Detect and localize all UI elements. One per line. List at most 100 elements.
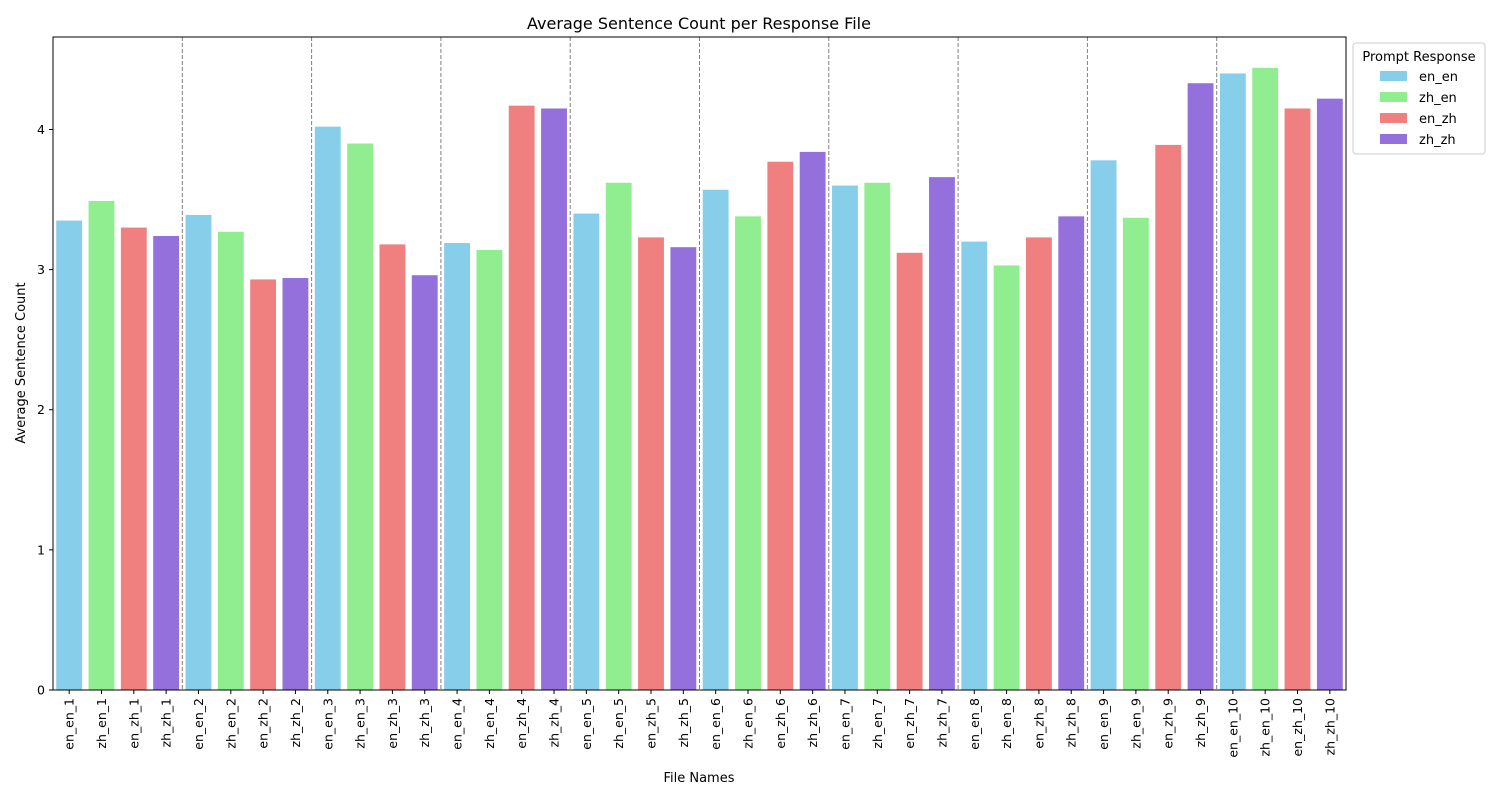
x-tick-label: en_zh_3 — [385, 698, 400, 749]
x-axis-ticks: en_en_1 zh_en_1 en_zh_1 zh_zh_1 en_en_2 zh_en… — [62, 690, 1337, 758]
bar-zh_zh_2 — [282, 278, 309, 690]
x-tick-label: en_zh_4 — [514, 698, 529, 749]
bar-zh_zh_4 — [541, 108, 567, 691]
x-tick-label: en_zh_8 — [1031, 698, 1046, 749]
bar-en_zh_9 — [1155, 144, 1182, 690]
bar-zh_zh_5 — [670, 247, 697, 690]
bar-en_zh_1 — [120, 227, 147, 690]
x-tick-label: zh_zh_1 — [159, 698, 174, 747]
plot-frame — [52, 36, 1347, 691]
bar-en_en_8 — [961, 241, 988, 690]
bar-zh_zh_1 — [153, 235, 180, 691]
bar-zh_en_7 — [864, 182, 891, 691]
x-tick-label: zh_en_7 — [870, 698, 885, 749]
legend-title: Prompt Response — [1362, 50, 1475, 65]
bar-en_zh_3 — [379, 244, 406, 690]
x-tick-label: en_zh_6 — [773, 698, 788, 749]
bar-en_zh_4 — [508, 105, 535, 690]
x-tick-label: en_en_9 — [1096, 698, 1111, 750]
bar-zh_en_6 — [735, 216, 761, 691]
x-tick-label: zh_zh_5 — [676, 698, 691, 747]
legend-label-en_zh: en_zh — [1419, 112, 1457, 127]
x-tick-label: en_zh_9 — [1161, 698, 1176, 749]
legend-swatch-en_en — [1380, 71, 1407, 81]
bar-en_en_6 — [702, 189, 729, 691]
legend-label-zh_en: zh_en — [1419, 91, 1457, 106]
legend-box — [1352, 42, 1486, 155]
x-tick-label: zh_zh_8 — [1064, 698, 1079, 747]
x-tick-label: zh_en_3 — [353, 698, 368, 749]
x-tick-label: zh_en_8 — [999, 698, 1014, 749]
bar-zh_zh_6 — [799, 151, 826, 690]
legend-swatch-zh_en — [1380, 92, 1407, 102]
bar-en_zh_2 — [250, 279, 277, 690]
x-tick-label: en_en_4 — [450, 698, 465, 750]
bar-en_zh_5 — [638, 237, 664, 690]
group-separators — [181, 37, 1218, 690]
bar-en_en_4 — [444, 242, 470, 691]
legend: Prompt Response en_en zh_en en_zh zh_zh — [1352, 42, 1486, 155]
bar-en_zh_6 — [767, 161, 794, 690]
x-tick-label: zh_en_9 — [1128, 698, 1143, 749]
bar-en_en_1 — [56, 220, 83, 690]
bar-zh_en_5 — [605, 182, 632, 691]
x-tick-label: zh_zh_10 — [1322, 698, 1337, 755]
x-tick-label: zh_zh_3 — [417, 698, 432, 747]
bar-zh_en_8 — [993, 265, 1020, 690]
x-tick-label: en_zh_7 — [902, 698, 917, 749]
bar-en_en_9 — [1090, 160, 1117, 690]
y-tick-label: 3 — [37, 262, 45, 277]
chart-title: Average Sentence Count per Response File — [527, 14, 871, 33]
y-tick-label: 0 — [37, 683, 45, 698]
legend-swatch-en_zh — [1380, 113, 1407, 123]
bar-zh_en_10 — [1252, 67, 1279, 690]
bar-en_en_2 — [185, 214, 212, 690]
y-tick-label: 1 — [37, 542, 45, 557]
bar-zh_zh_7 — [929, 177, 955, 690]
x-tick-label: zh_zh_9 — [1193, 698, 1208, 747]
x-tick-label: en_zh_10 — [1290, 698, 1305, 757]
x-tick-label: zh_en_1 — [94, 698, 109, 749]
legend-swatch-zh_zh — [1380, 134, 1407, 144]
y-tick-label: 2 — [37, 402, 45, 417]
x-tick-label: en_en_10 — [1225, 698, 1240, 758]
bar-zh_en_4 — [476, 250, 503, 690]
x-tick-label: en_en_3 — [320, 698, 335, 750]
bar-en_en_5 — [573, 213, 600, 690]
bar-zh_zh_10 — [1316, 98, 1343, 690]
x-tick-label: zh_en_4 — [482, 698, 497, 749]
x-tick-label: zh_en_2 — [223, 698, 238, 749]
bars — [56, 67, 1343, 691]
y-tick-label: 4 — [37, 122, 45, 137]
bar-zh_en_1 — [88, 200, 115, 690]
x-tick-label: en_en_8 — [967, 698, 982, 750]
x-tick-label: en_en_5 — [579, 698, 594, 750]
x-tick-label: en_en_2 — [191, 698, 206, 750]
x-axis-label: File Names — [663, 771, 734, 786]
bar-en_zh_10 — [1284, 108, 1311, 691]
x-tick-label: en_zh_5 — [644, 698, 659, 749]
x-tick-label: zh_en_6 — [740, 698, 755, 749]
x-tick-label: zh_zh_7 — [934, 698, 949, 747]
bar-en_en_7 — [832, 185, 858, 691]
x-tick-label: zh_en_10 — [1258, 698, 1273, 757]
bar-zh_en_3 — [347, 143, 374, 690]
y-axis-ticks: 0 1 2 3 4 — [37, 122, 53, 698]
x-tick-label: en_zh_2 — [256, 698, 271, 749]
x-tick-label: en_en_1 — [62, 698, 77, 750]
x-tick-label: zh_zh_2 — [288, 698, 303, 747]
bar-zh_zh_3 — [411, 275, 438, 690]
bar-en_en_3 — [314, 126, 341, 691]
legend-label-zh_zh: zh_zh — [1419, 133, 1456, 148]
bar-en_en_10 — [1219, 73, 1246, 691]
bar-zh_zh_9 — [1187, 83, 1214, 691]
x-tick-label: zh_zh_4 — [547, 698, 562, 747]
bar-en_zh_8 — [1025, 237, 1052, 690]
y-axis-label: Average Sentence Count — [14, 282, 29, 443]
bar-zh_en_2 — [217, 231, 244, 690]
bar-zh_zh_8 — [1058, 216, 1085, 691]
x-tick-label: en_en_6 — [708, 698, 723, 750]
x-tick-label: en_en_7 — [837, 698, 852, 750]
x-tick-label: zh_en_5 — [611, 698, 626, 749]
